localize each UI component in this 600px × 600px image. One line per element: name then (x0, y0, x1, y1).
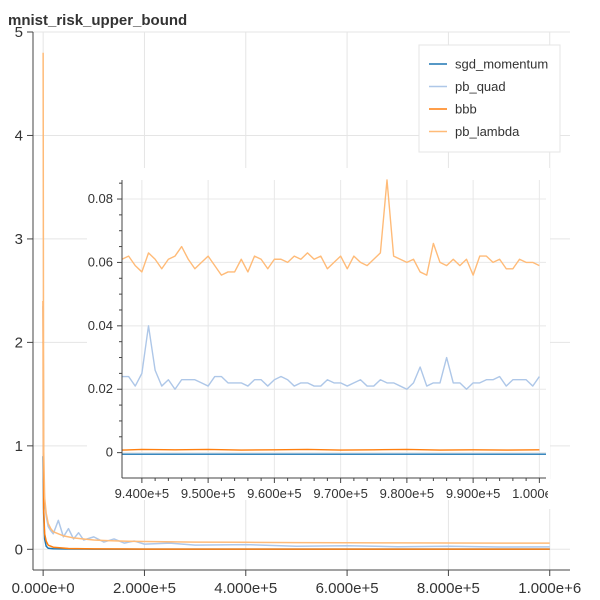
main-y-tick-label: 3 (15, 231, 23, 248)
inset-grid (122, 180, 546, 478)
legend-label: pb_lambda (455, 124, 520, 139)
inset-x-tick-label: 9.400e+5 (115, 486, 170, 501)
inset-series-line-bbb (121, 448, 540, 451)
inset-y-tick-label: 0.02 (88, 381, 113, 396)
inset-axes: 0 0.02 0.04 0.06 0.08 9.400e+5 9.500e+5 9.600e+… (88, 180, 600, 509)
inset-label-clip (548, 479, 600, 509)
legend-label: bbb (455, 102, 477, 117)
main-series-line-bbb (42, 300, 550, 550)
inset-y-tick-label: 0.04 (88, 318, 113, 333)
main-series-line-pb-lambda (42, 52, 550, 544)
inset-series-line-pb-lambda (121, 179, 540, 276)
inset-y-tick-label: 0.08 (88, 191, 113, 206)
inset-x-tick-label: 9.500e+5 (181, 486, 236, 501)
legend-label: sgd_momentum (455, 57, 548, 72)
main-series (42, 52, 550, 550)
main-y-tick-label: 2 (15, 334, 23, 351)
inset-x-tick-label: 9.700e+5 (313, 486, 368, 501)
main-x-tick-label: 8.000e+5 (417, 580, 480, 597)
inset-panel: 0 0.02 0.04 0.06 0.08 9.400e+5 9.500e+5 9.600e+… (87, 168, 600, 509)
main-x-tick-label: 4.000e+5 (214, 580, 277, 597)
inset-x-tick-label: 9.800e+5 (380, 486, 435, 501)
inset-x-tick-label: 9.900e+5 (446, 486, 501, 501)
main-series-line-pb-quad (42, 306, 550, 548)
main-x-tick-label: 6.000e+5 (316, 580, 379, 597)
inset-y-tick-label: 0 (106, 445, 113, 460)
inset-series-line-pb-quad (122, 325, 540, 390)
main-y-tick-label: 0 (15, 541, 23, 558)
main-y-tick-label: 5 (15, 24, 23, 41)
main-axes: 0 1 2 3 4 5 0.000e+0 2.000e+5 4.000e+5 6.000e+5 8.… (12, 24, 582, 597)
main-y-tick-label: 4 (15, 127, 23, 144)
legend-label: pb_quad (455, 79, 506, 94)
chart-title: mnist_risk_upper_bound (8, 12, 187, 29)
inset-series (121, 179, 546, 455)
inset-y-tick-label: 0.06 (88, 254, 113, 269)
legend-box (418, 44, 561, 153)
main-y-tick-label: 1 (15, 438, 23, 455)
main-x-tick-label: 2.000e+5 (113, 580, 176, 597)
inset-x-tick-label: 9.600e+5 (247, 486, 302, 501)
main-x-tick-label: 0.000e+0 (12, 580, 75, 597)
main-x-tick-label: 1.000e+6 (518, 580, 581, 597)
